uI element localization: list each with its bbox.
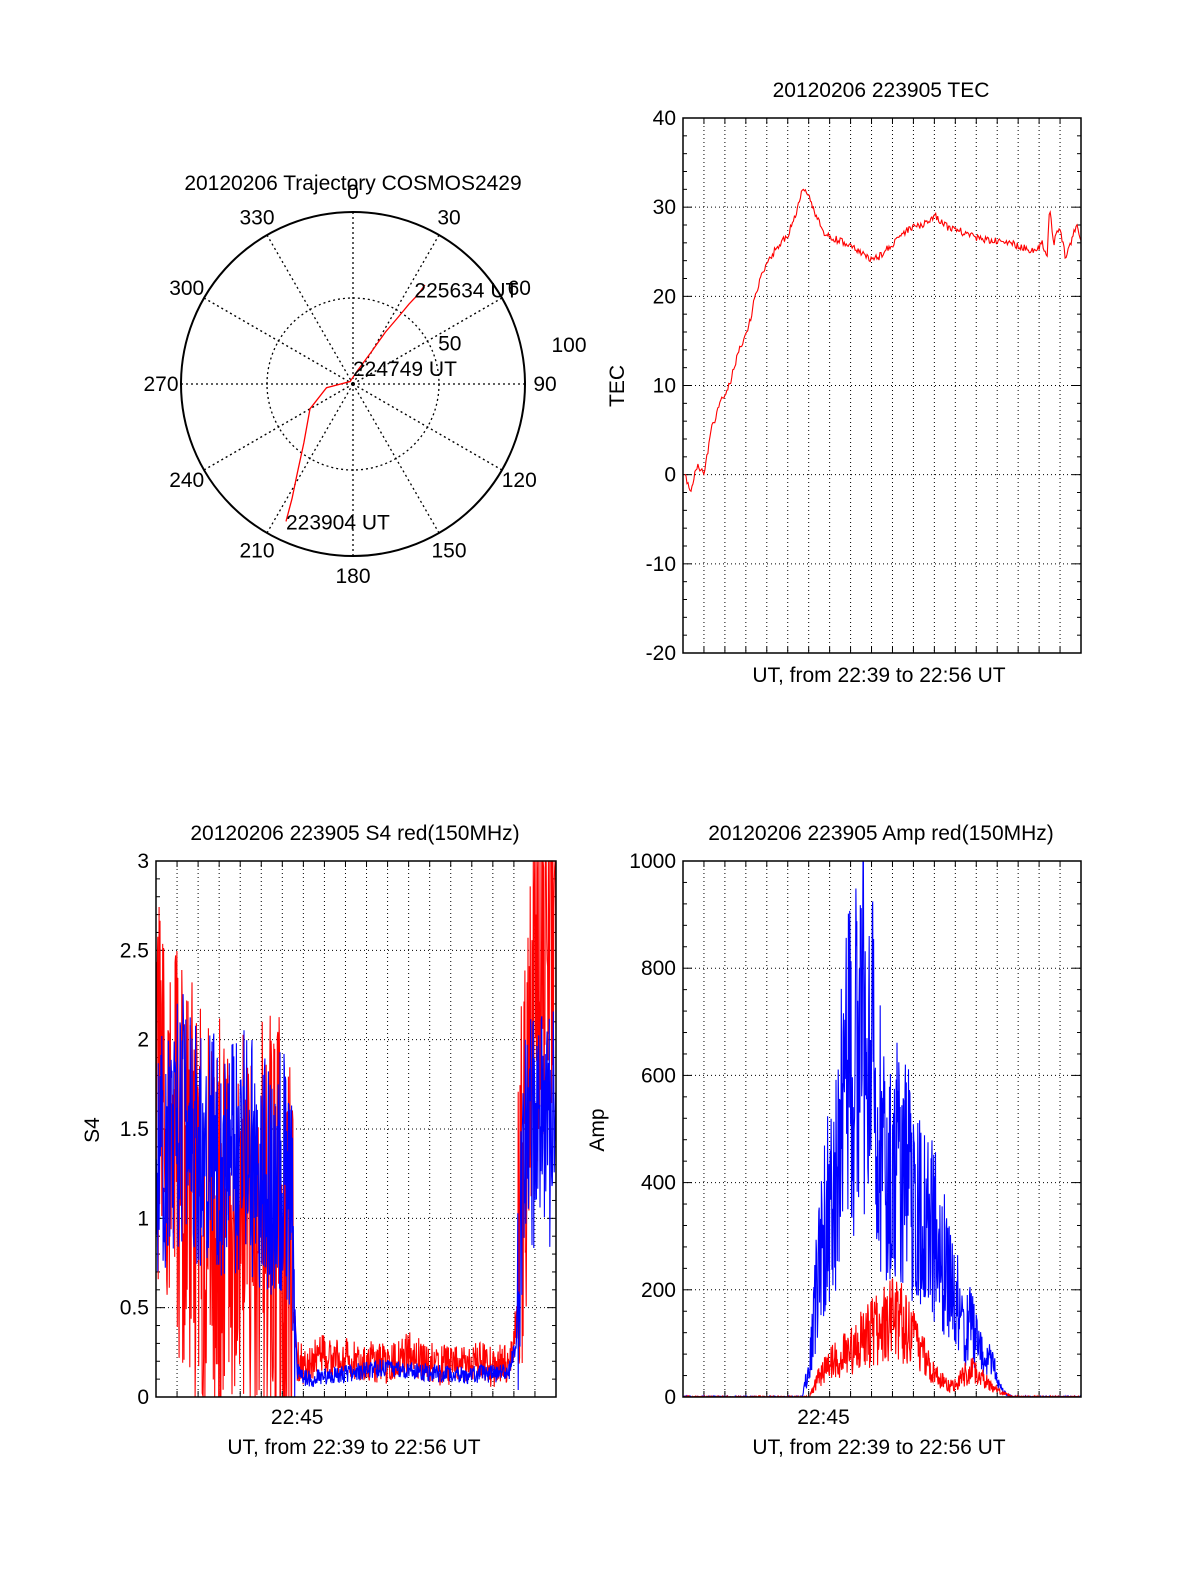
y-tick-label: -20 (646, 642, 676, 665)
amp-ylabel: Amp (586, 1108, 609, 1151)
series-line-red (683, 1278, 1081, 1397)
plot-series (683, 861, 1081, 1397)
x-axis-ticks: 22:45 (703, 861, 1061, 1429)
s4-ylabel: S4 (81, 1117, 104, 1143)
y-tick-label: 0 (664, 1386, 676, 1409)
plot-frame (682, 117, 1082, 654)
polar-azimuth-label: 60 (508, 277, 531, 300)
y-tick-label: 0 (664, 464, 676, 487)
polar-azimuth-label: 270 (143, 373, 178, 396)
y-tick-label: 40 (653, 107, 676, 130)
y-tick-label: 1 (137, 1207, 149, 1230)
polar-spoke (352, 234, 440, 385)
polar-annotations: 225634 UT 224749 UT 223904 UT (286, 279, 519, 534)
s4-xlabel: UT, from 22:39 to 22:56 UT (227, 1436, 480, 1459)
polar-azimuth-labels: 0 30 60 90 120 150 180 210 240 270 300 330 50 100 (143, 181, 586, 588)
polar-spoke (203, 297, 354, 385)
x-tick-label: 22:45 (797, 1406, 850, 1429)
polar-azimuth-label: 120 (502, 469, 537, 492)
y-tick-label: 1.5 (120, 1118, 149, 1141)
polar-trajectory-panel: 20120206 Trajectory COSMOS2429 0 30 60 90 12… (143, 172, 586, 588)
polar-time-annotation: 224749 UT (353, 358, 457, 381)
y-tick-label: 3 (137, 850, 149, 873)
s4-panel: 20120206 223905 S4 red(150MHz) UT, from … (81, 822, 557, 1459)
polar-azimuth-label: 180 (335, 565, 370, 588)
x-tick-label: 22:45 (271, 1406, 324, 1429)
s4-title: 20120206 223905 S4 red(150MHz) (190, 822, 519, 845)
polar-time-annotation: 223904 UT (286, 511, 390, 534)
polar-spoke (266, 383, 354, 534)
polar-azimuth-label: 0 (347, 181, 359, 204)
amp-panel: 20120206 223905 Amp red(150MHz) UT, from… (586, 822, 1082, 1459)
y-tick-label: 2 (137, 1029, 149, 1052)
y-tick-label: 20 (653, 285, 676, 308)
y-tick-label: 400 (641, 1172, 676, 1195)
y-axis-ticks: 40 30 20 10 0 -10 -20 (646, 107, 1081, 665)
polar-azimuth-label: 30 (437, 207, 460, 230)
polar-time-annotation: 225634 UT (414, 279, 518, 302)
y-tick-label: 30 (653, 196, 676, 219)
tec-title: 20120206 223905 TEC (773, 79, 990, 102)
polar-spoke (266, 234, 354, 385)
plot-frame (155, 860, 557, 1398)
polar-spoke (352, 383, 440, 534)
y-tick-label: 800 (641, 957, 676, 980)
y-tick-label: 1000 (629, 850, 676, 873)
polar-spoke (352, 297, 503, 385)
polar-azimuth-label: 210 (239, 539, 274, 562)
plot-frame (682, 860, 1082, 1398)
polar-ring-label: 100 (551, 334, 586, 357)
amp-title: 20120206 223905 Amp red(150MHz) (708, 822, 1054, 845)
polar-azimuth-label: 90 (533, 373, 556, 396)
polar-spoke (203, 383, 354, 471)
plot-grid (683, 118, 1081, 653)
series-line-blue (156, 994, 556, 1397)
polar-grid (180, 211, 526, 557)
y-tick-label: 2.5 (120, 939, 149, 962)
polar-azimuth-label: 330 (239, 207, 274, 230)
polar-azimuth-label: 240 (169, 469, 204, 492)
polar-azimuth-label: 300 (169, 277, 204, 300)
tec-ylabel: TEC (606, 365, 629, 407)
polar-title: 20120206 Trajectory COSMOS2429 (184, 172, 521, 195)
polar-ring-label: 50 (438, 333, 461, 356)
plot-series (156, 861, 556, 1397)
polar-azimuth-label: 150 (431, 539, 466, 562)
y-tick-label: 0.5 (120, 1297, 149, 1320)
polar-series (285, 284, 426, 522)
y-tick-label: 600 (641, 1064, 676, 1087)
y-tick-label: 200 (641, 1279, 676, 1302)
polar-spoke (352, 383, 503, 471)
y-tick-label: 10 (653, 375, 676, 398)
x-axis-ticks (703, 118, 1061, 653)
plot-series (684, 188, 1081, 493)
y-tick-label: 0 (137, 1386, 149, 1409)
tec-panel: 20120206 223905 TEC UT, from 22:39 to 22… (606, 79, 1082, 687)
series-line-red (684, 188, 1081, 493)
tec-xlabel: UT, from 22:39 to 22:56 UT (752, 664, 1005, 687)
amp-xlabel: UT, from 22:39 to 22:56 UT (752, 1436, 1005, 1459)
polar-trajectory-line (285, 284, 426, 522)
y-tick-label: -10 (646, 553, 676, 576)
